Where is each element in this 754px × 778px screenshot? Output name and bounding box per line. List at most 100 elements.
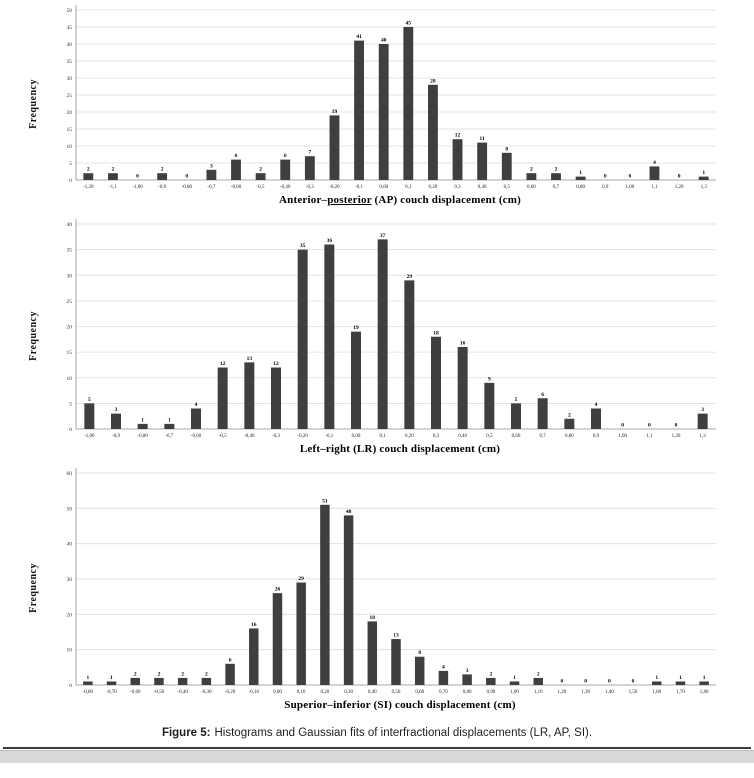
- x-tick-label: -0,5: [257, 185, 265, 190]
- x-tick-label: 0,1: [405, 185, 412, 190]
- bar-value-label: 6: [235, 153, 238, 159]
- x-tick-label: -0,9: [112, 434, 120, 439]
- histogram-bar: [511, 403, 521, 429]
- bar-value-label: 0: [678, 174, 681, 180]
- figure-caption-text: Histograms and Gaussian fits of interfra…: [214, 727, 593, 739]
- histogram-bar: [84, 403, 95, 429]
- x-tick-label: -0,60: [130, 690, 141, 695]
- bar-value-label: 12: [220, 361, 226, 367]
- x-tick-label: 0,7: [540, 434, 547, 439]
- histogram-bar: [486, 677, 496, 685]
- histogram-bar: [108, 173, 118, 180]
- bar-value-label: 37: [380, 233, 386, 239]
- bar-value-label: 0: [675, 423, 678, 429]
- x-tick-label: 0,00: [273, 690, 282, 695]
- x-tick-label: 0,40: [368, 690, 377, 695]
- histogram-bar: [551, 173, 561, 180]
- bar-value-label: 3: [210, 163, 213, 169]
- histogram-bar: [255, 173, 266, 180]
- y-tick-label: 25: [67, 299, 73, 305]
- lr-histogram-plot: 05101520253035405-1,003-0,91-0,801-0,74-…: [67, 219, 716, 439]
- x-tick-label: 0,00: [379, 185, 388, 190]
- bar-value-label: 36: [327, 238, 333, 244]
- x-tick-label: 0,9: [593, 434, 600, 439]
- x-tick-label: -0,9: [158, 185, 166, 190]
- y-tick-label: 50: [67, 506, 73, 512]
- x-tick-label: 1,3: [701, 185, 708, 190]
- bar-value-label: 16: [251, 622, 257, 628]
- histogram-bar: [564, 418, 575, 429]
- histogram-bar: [414, 656, 425, 685]
- bar-value-label: 8: [505, 146, 508, 152]
- bar-value-label: 12: [273, 361, 279, 367]
- histogram-bar: [457, 347, 468, 429]
- bar-value-label: 4: [653, 160, 656, 166]
- histogram-bar: [244, 362, 255, 429]
- histogram-bar: [130, 677, 140, 685]
- histogram-bar: [296, 582, 306, 685]
- y-tick-label: 40: [67, 222, 73, 228]
- histogram-bar: [533, 677, 543, 685]
- histogram-bar: [225, 663, 235, 685]
- ap-title-post: (AP) couch displacement (cm): [371, 194, 521, 206]
- x-tick-label: 0,3: [454, 185, 461, 190]
- histogram-bar: [526, 173, 537, 180]
- histogram-bar: [106, 681, 117, 685]
- histogram-bar: [83, 173, 94, 180]
- x-tick-label: -0,7: [207, 185, 215, 190]
- histogram-bar: [575, 176, 586, 180]
- x-tick-label: -0,40: [280, 185, 291, 190]
- histogram-bar: [83, 681, 93, 685]
- y-tick-label: 45: [67, 25, 73, 31]
- x-tick-label: 0,60: [512, 434, 521, 439]
- bar-value-label: 16: [460, 341, 466, 347]
- histogram-bar: [157, 173, 168, 180]
- bar-value-label: 2: [181, 671, 184, 677]
- x-tick-label: -0,3: [306, 185, 314, 190]
- histogram-bar: [462, 674, 472, 685]
- x-tick-label: 1,3: [700, 434, 707, 439]
- bar-value-label: 0: [632, 679, 635, 685]
- bar-value-label: 1: [679, 675, 682, 681]
- x-tick-label: -0,20: [329, 185, 340, 190]
- y-tick-label: 30: [67, 76, 73, 82]
- x-tick-label: 1,40: [605, 690, 614, 695]
- histogram-bar: [297, 249, 308, 429]
- bar-value-label: 2: [205, 671, 208, 677]
- gridlines: [76, 9, 716, 181]
- x-tick-label: -0,30: [201, 690, 212, 695]
- x-tick-label: 0,20: [405, 434, 414, 439]
- si-plot-column: 0 10 20 30 40 50 60 1 -0,80 1 -0,70 2 -0,60 2 -0,50 2 -0…: [46, 465, 724, 711]
- bar-value-label: 0: [584, 679, 587, 685]
- bars: [83, 504, 709, 685]
- bar-value-label: 2: [112, 167, 115, 173]
- x-tick-label: -1,20: [83, 185, 94, 190]
- x-tick-label: 0,60: [415, 690, 424, 695]
- x-tick-label: -0,80: [83, 690, 94, 695]
- histogram-bar: [537, 398, 548, 429]
- histogram-bar: [591, 408, 601, 429]
- histogram-bar: [217, 367, 228, 429]
- histogram-bar: [649, 166, 660, 180]
- x-tick-label: 1,20: [672, 434, 681, 439]
- histogram-bar: [509, 681, 520, 685]
- ap-x-axis-title: Anterior–posterior (AP) couch displaceme…: [46, 194, 724, 206]
- bar-value-label: 19: [353, 325, 359, 331]
- y-tick-label: 0: [69, 683, 72, 689]
- bars: [84, 239, 708, 429]
- bar-value-label: 0: [608, 679, 611, 685]
- bars: [83, 27, 709, 180]
- x-tick-label: 0,30: [344, 690, 353, 695]
- histogram-bar: [111, 413, 121, 429]
- ap-title-pre: Anterior–: [279, 194, 328, 206]
- bar-value-label: 41: [356, 34, 362, 40]
- bar-value-label: 18: [370, 615, 376, 621]
- ap-plot-column: 0 5 10 15 20 25 30 35 40 45 50 2 -1,20 2 -1,1 0 -1,00 2 -0…: [46, 2, 724, 206]
- x-tick-label: 0,90: [486, 690, 495, 695]
- x-tick-label: 1,20: [675, 185, 684, 190]
- x-tick-label: -0,80: [182, 185, 193, 190]
- x-tick-label: 0,20: [321, 690, 330, 695]
- x-tick-label: -0,20: [297, 434, 308, 439]
- bar-value-label: 48: [346, 509, 352, 515]
- bar-value-label: 1: [168, 417, 171, 423]
